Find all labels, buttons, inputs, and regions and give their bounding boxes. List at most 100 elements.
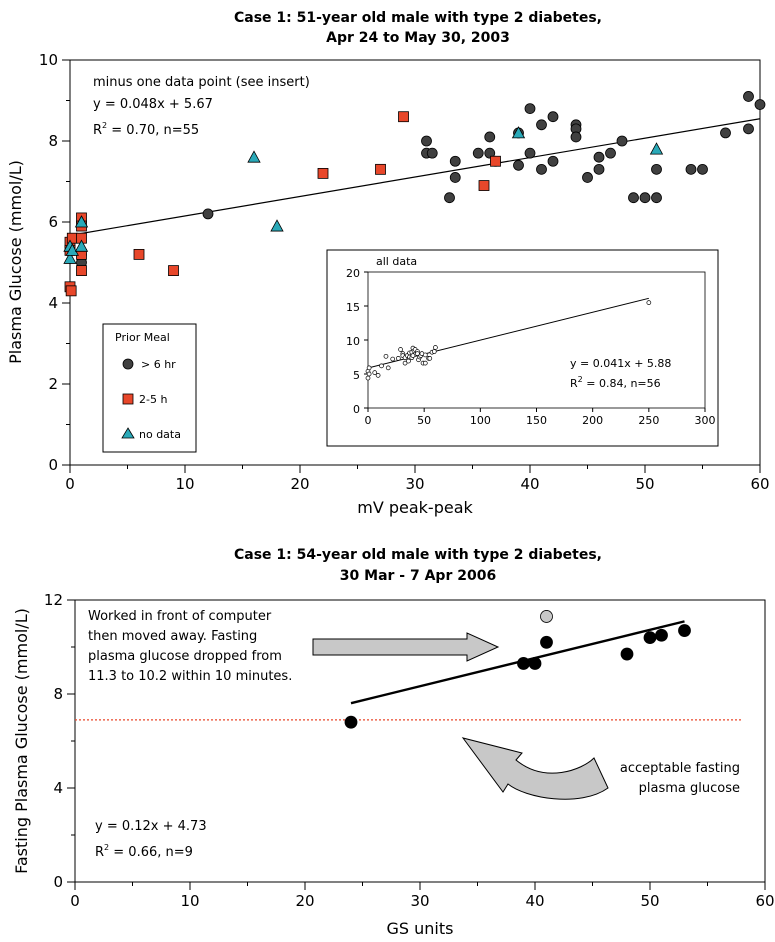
chart1-x-tick-label: 40 (520, 475, 539, 493)
inset-data-point (365, 375, 371, 381)
chart2-title-line1: Case 1: 54-year old male with type 2 dia… (234, 547, 602, 563)
inset-data-point (366, 371, 372, 377)
inset-x-tick-label: 50 (417, 414, 431, 427)
inset-x-axis: 0 50 100 150 200 250 300 (365, 408, 716, 427)
inset-data-point (410, 353, 416, 358)
chart2-y-axis: 0 4 8 12 (44, 591, 75, 891)
inset-data-point (406, 358, 411, 364)
inset-x-tick-label: 250 (638, 414, 659, 427)
chart1-y-tick-label: 6 (48, 213, 58, 231)
inset-r-squared: R2 = 0.84, n=56 (570, 375, 661, 390)
inset-data-point (402, 360, 408, 366)
curved-arrow-icon (461, 737, 609, 800)
note-line3: plasma glucose dropped from (88, 649, 282, 664)
data-point-circle (444, 192, 455, 204)
chart1-y-tick-label: 10 (39, 51, 58, 69)
chart1-equation: y = 0.048x + 5.67 (93, 97, 213, 112)
threshold-label-line2: plasma glucose (639, 781, 740, 796)
chart1-x-axis: 0 10 20 30 40 50 60 (65, 465, 770, 493)
data-point-triangle (63, 251, 77, 264)
inset-data-point (385, 365, 391, 371)
chart2-x-tick-label: 30 (410, 892, 429, 910)
chart2-x-tick-label: 50 (640, 892, 659, 910)
inset-data-point (433, 345, 438, 350)
chart2-data-point (643, 631, 657, 644)
data-point-circle (593, 151, 605, 163)
data-point-circle (720, 127, 731, 139)
chart1-y-tick-label: 0 (48, 456, 58, 474)
chart2-data-point (540, 610, 553, 623)
data-point-triangle (247, 150, 261, 163)
inset-y-axis: 0 5 10 15 20 (346, 267, 368, 416)
chart1-legend-label-square: 2-5 h (139, 393, 167, 406)
data-point-circle (743, 91, 754, 102)
data-point-circle (605, 147, 616, 159)
data-point-circle (524, 103, 536, 114)
inset-y-tick-label: 10 (346, 335, 360, 348)
data-point-triangle (649, 142, 664, 155)
note-line1: Worked in front of computer (88, 609, 272, 624)
data-point-triangle (511, 126, 526, 139)
data-point-circle (547, 111, 559, 123)
inset-y-tick-label: 0 (353, 403, 360, 416)
chart2-x-axis: 0 10 20 30 40 50 60 (70, 882, 775, 910)
data-point-circle (426, 147, 438, 159)
data-point-circle (582, 172, 593, 183)
data-point-circle (472, 147, 484, 159)
inset-data-point (379, 363, 384, 369)
data-point-circle (536, 119, 547, 131)
inset-data-point (395, 356, 401, 361)
chart2-data-point (517, 657, 530, 670)
chart2-data-point (678, 624, 691, 637)
note-line4: 11.3 to 10.2 within 10 minutes. (88, 669, 292, 684)
chart2-y-tick-label: 12 (44, 591, 63, 609)
chart1-data-points (63, 91, 766, 297)
chart2-x-tick-label: 20 (295, 892, 314, 910)
data-point-triangle (270, 219, 284, 232)
chart2-x-tick-label: 0 (70, 892, 80, 910)
chart2-equation: y = 0.12x + 4.73 (95, 819, 207, 834)
data-point-circle (593, 163, 605, 175)
data-point-square (133, 248, 145, 260)
data-point-circle (524, 147, 536, 159)
threshold-label-line1: acceptable fasting (620, 761, 740, 776)
chart-2: Case 1: 54-year old male with type 2 dia… (12, 547, 775, 938)
chart1-title-line2: Apr 24 to May 30, 2003 (326, 30, 510, 46)
chart2-x-tick-label: 60 (755, 892, 774, 910)
data-point-circle (743, 123, 754, 135)
inset-data-point (375, 373, 381, 378)
inset-data-point (398, 347, 403, 352)
data-point-square (317, 167, 329, 179)
chart1-x-tick-label: 50 (635, 475, 654, 493)
data-point-square (168, 265, 179, 277)
data-point-circle (484, 131, 496, 143)
chart1-x-axis-label: mV peak-peak (357, 498, 473, 517)
right-arrow-icon (312, 632, 500, 662)
inset-data-point (422, 360, 428, 366)
inset-data-point (372, 370, 378, 375)
chart2-data-point (655, 628, 668, 642)
data-point-triangle (74, 215, 89, 228)
chart1-fit-line (69, 118, 761, 236)
data-point-circle (484, 147, 496, 159)
data-point-circle (685, 163, 697, 175)
inset-data-point (427, 356, 433, 361)
chart2-x-tick-label: 40 (525, 892, 544, 910)
data-point-circle (547, 155, 559, 167)
data-point-circle (513, 159, 524, 171)
chart1-y-axis: 0 2 4 6 8 10 (39, 51, 70, 474)
inset-data-point (422, 352, 428, 358)
chart2-data-point (344, 715, 358, 729)
data-point-square (398, 111, 409, 123)
data-point-circle (570, 131, 582, 143)
chart2-y-axis-label: Fasting Plasma Glucose (mmol/L) (12, 608, 31, 874)
chart2-x-axis-label: GS units (387, 919, 454, 938)
inset-x-tick-label: 200 (582, 414, 603, 427)
chart-1: Case 1: 51-year old male with type 2 dia… (6, 10, 770, 517)
inset-y-tick-label: 5 (353, 369, 360, 382)
chart1-legend-square-marker (122, 393, 134, 405)
chart2-data-point (620, 647, 634, 661)
inset-data-point (366, 365, 372, 371)
data-point-circle (697, 163, 708, 175)
data-point-square (478, 180, 490, 191)
